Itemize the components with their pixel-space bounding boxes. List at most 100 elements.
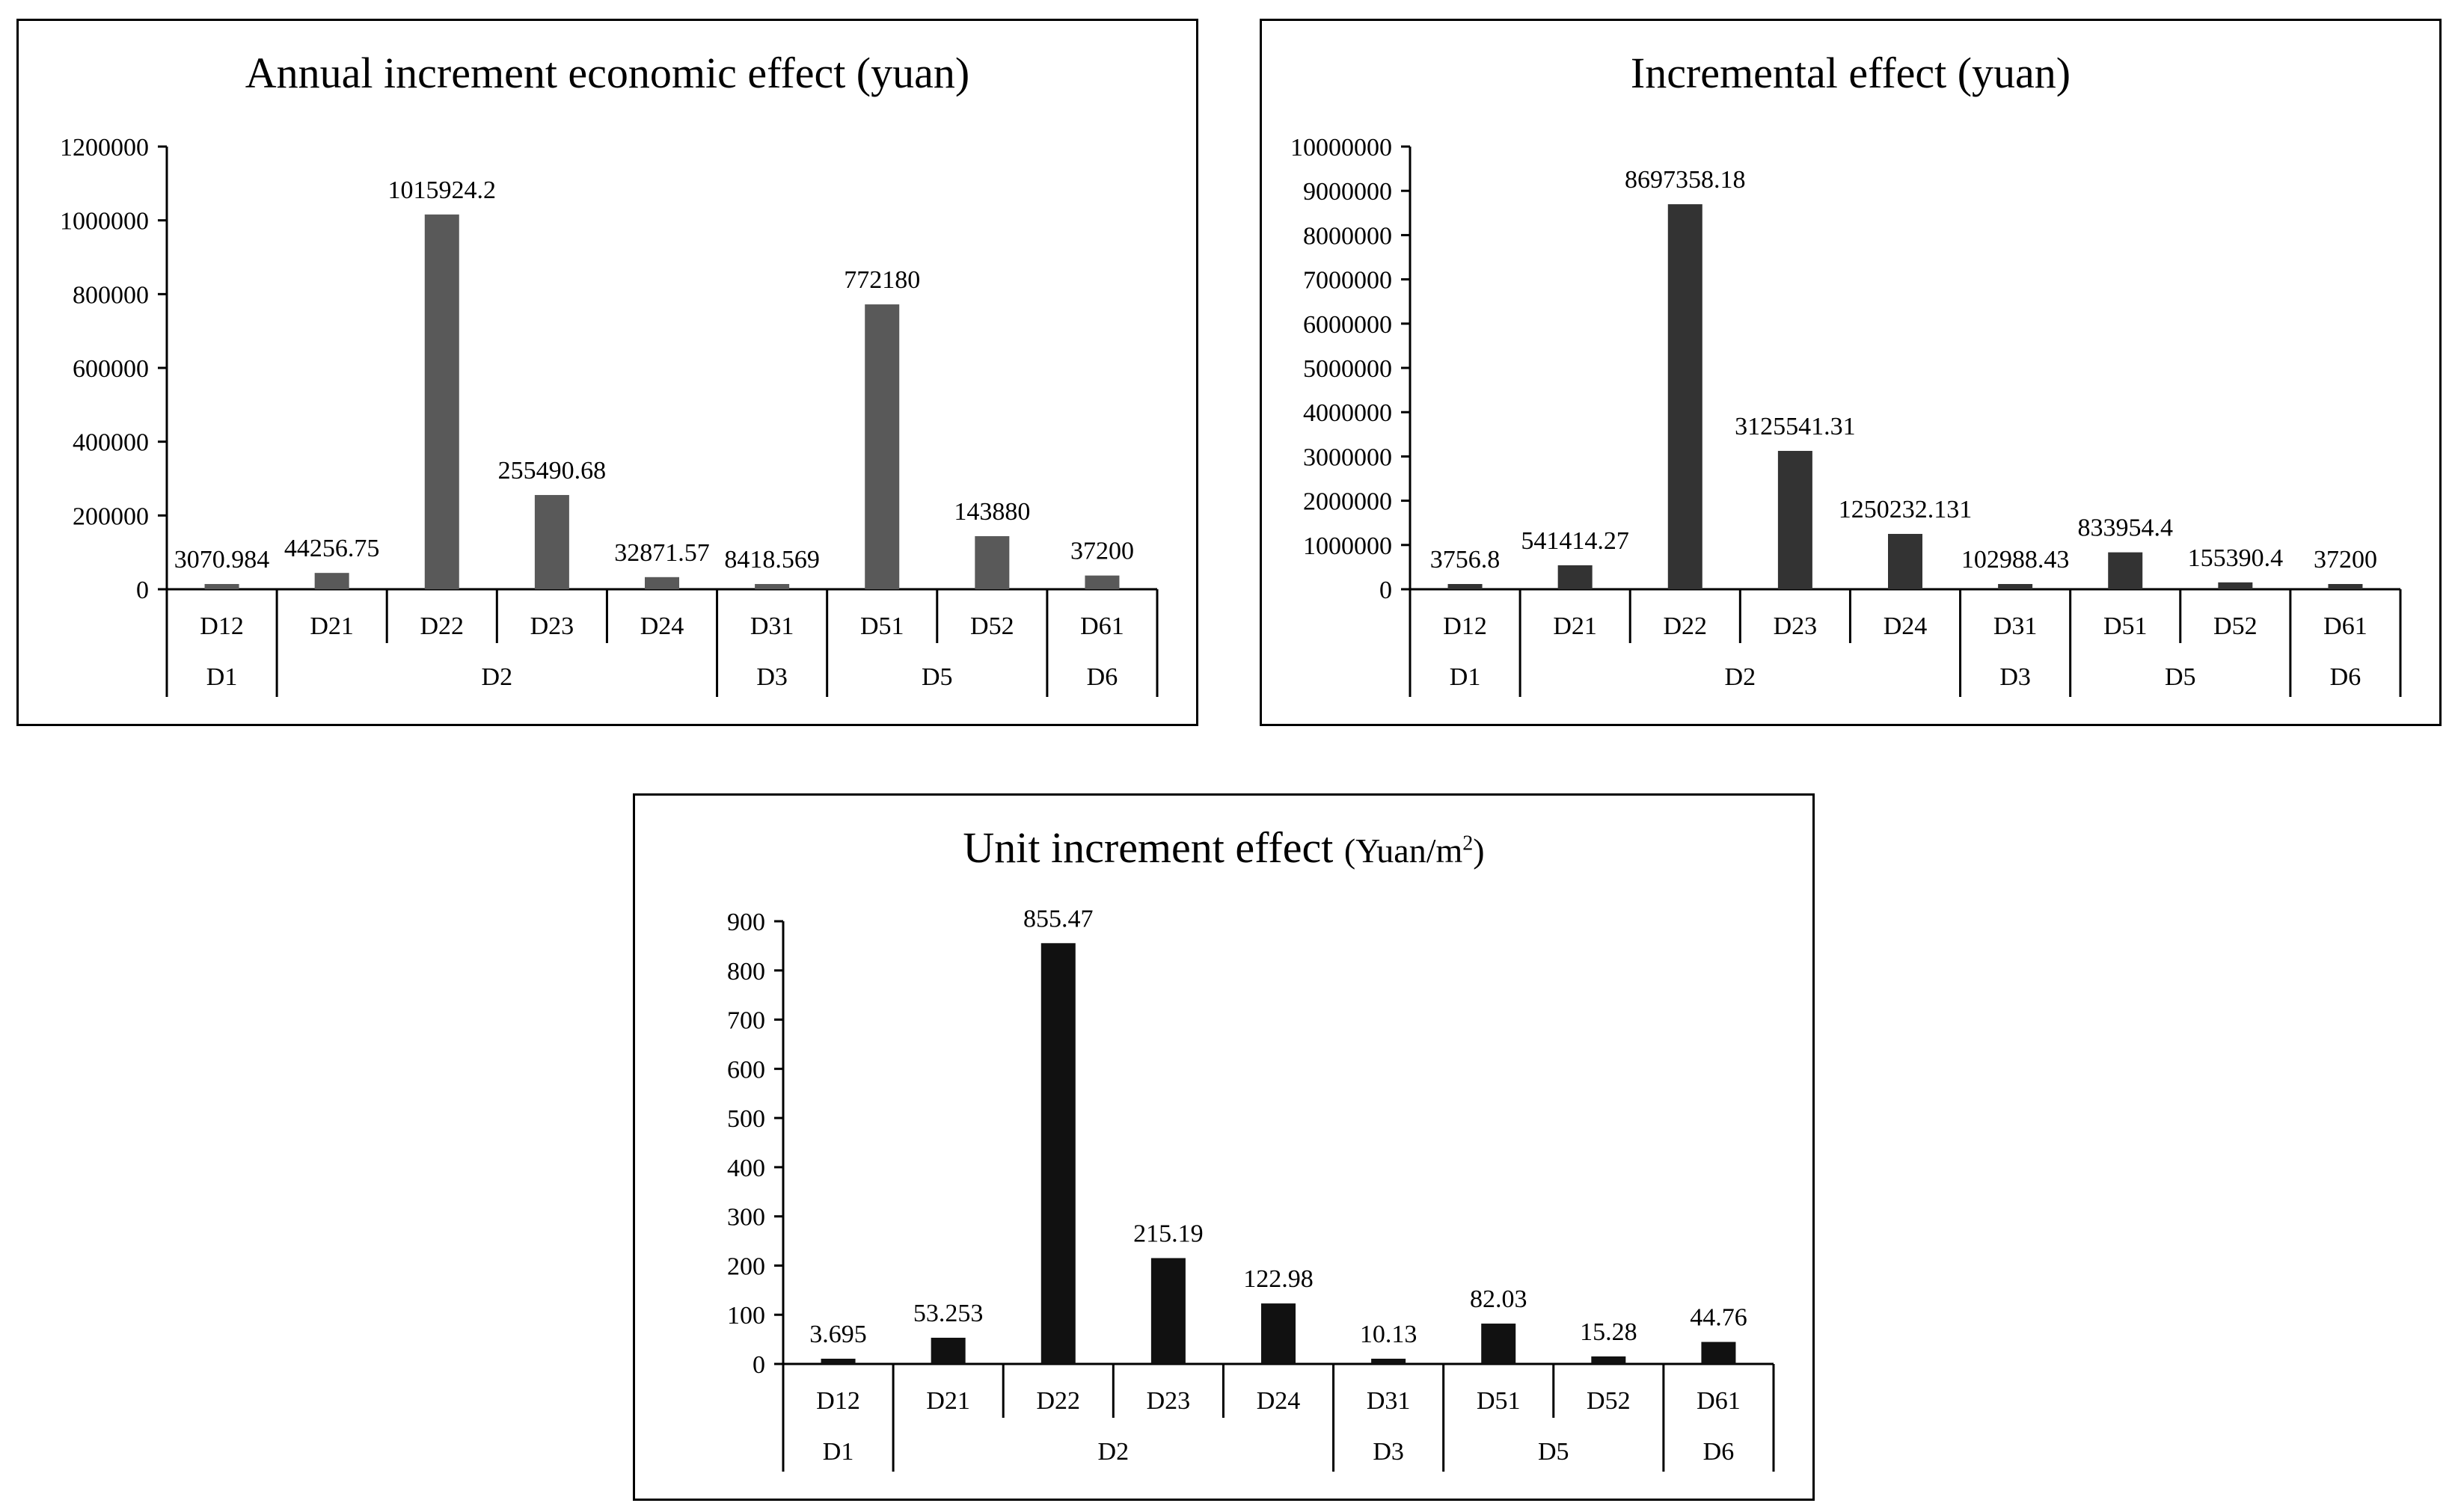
category-label-D12: D12	[200, 612, 244, 640]
y-tick-label: 0	[753, 1351, 765, 1379]
bar-D23	[1150, 1258, 1186, 1364]
y-tick-label: 600000	[73, 355, 149, 383]
chart-panel-annual-increment: Annual increment economic effect (yuan) …	[16, 19, 1198, 726]
chart-svg: 0 1000000 2000000 3000000 4000000 5000000 6000…	[1290, 134, 2402, 697]
category-label-D52: D52	[970, 612, 1014, 640]
y-tick-label: 0	[136, 577, 149, 604]
category-label-D22: D22	[1036, 1387, 1080, 1415]
bar-D22	[424, 214, 459, 589]
bar-D61	[1701, 1342, 1736, 1364]
data-label-D23: 255490.68	[498, 457, 607, 485]
chart-title: Annual increment economic effect (yuan)	[245, 49, 970, 97]
data-label-D51: 772180	[844, 266, 920, 294]
bar-D22	[1667, 204, 1702, 589]
bar-D21	[931, 1337, 966, 1364]
group-label-D3: D3	[1999, 663, 2031, 691]
data-label-D52: 155390.4	[2188, 544, 2284, 572]
chart-title-unit: (Yuan/m2)	[1344, 832, 1485, 870]
category-label-D51: D51	[1477, 1387, 1521, 1415]
category-label-D22: D22	[1663, 612, 1707, 640]
bar-D61	[2328, 584, 2363, 589]
y-tick-label: 0	[1379, 577, 1392, 604]
data-label-D23: 3125541.31	[1735, 413, 1856, 440]
category-label-D61: D61	[1080, 612, 1124, 640]
y-tick-label: 7000000	[1303, 267, 1392, 295]
y-tick-label: 200000	[73, 503, 149, 530]
category-label-D21: D21	[310, 612, 354, 640]
bar-D31	[1998, 584, 2033, 589]
group-label-D6: D6	[2330, 663, 2361, 691]
category-label-D24: D24	[640, 612, 684, 640]
y-tick-label: 400000	[73, 429, 149, 457]
y-tick-label: 1000000	[1303, 532, 1392, 560]
data-label-D51: 82.03	[1470, 1285, 1527, 1313]
data-label-D21: 44256.75	[284, 535, 380, 562]
data-label-D31: 10.13	[1360, 1321, 1417, 1348]
group-label-D1: D1	[823, 1438, 854, 1466]
y-tick-label: 5000000	[1303, 355, 1392, 383]
bar-D52	[2218, 582, 2253, 589]
category-label-D21: D21	[1553, 612, 1597, 640]
bar-D51	[2108, 552, 2143, 589]
data-label-D31: 8418.569	[724, 546, 820, 574]
bar-D22	[1040, 943, 1076, 1364]
bar-D23	[534, 494, 569, 589]
chart-panel-unit-increment: Unit increment effect (Yuan/m2) 0 100 200 3…	[633, 793, 1815, 1501]
data-label-D22: 8697358.18	[1625, 166, 1746, 194]
data-label-D23: 215.19	[1133, 1220, 1204, 1247]
bar-D21	[1557, 565, 1593, 589]
category-label-D31: D31	[750, 612, 794, 640]
y-tick-label: 400	[727, 1155, 765, 1182]
group-label-D5: D5	[1538, 1438, 1569, 1466]
y-tick-label: 500	[727, 1105, 765, 1133]
chart-svg: 0 100 200 300 400 500 600 700 800 900 3.695 D12 53.2…	[727, 905, 1775, 1472]
bar-D21	[314, 573, 349, 589]
data-label-D24: 32871.57	[614, 539, 710, 567]
data-label-D51: 833954.4	[2077, 514, 2173, 542]
y-tick-label: 1000000	[60, 208, 149, 236]
category-label-D22: D22	[420, 612, 464, 640]
category-label-D23: D23	[1774, 612, 1818, 640]
data-label-D24: 1250232.131	[1839, 496, 1973, 523]
data-label-D12: 3756.8	[1430, 546, 1501, 574]
bar-D51	[865, 304, 900, 589]
category-label-D61: D61	[2323, 612, 2367, 640]
category-label-D31: D31	[1367, 1387, 1411, 1415]
data-label-D21: 53.253	[913, 1300, 984, 1327]
bar-D12	[821, 1359, 856, 1364]
data-label-D52: 15.28	[1580, 1318, 1637, 1346]
bar-D31	[755, 584, 790, 589]
group-label-D5: D5	[2165, 663, 2196, 691]
y-tick-label: 6000000	[1303, 311, 1392, 339]
data-label-D22: 1015924.2	[388, 176, 497, 204]
category-label-D51: D51	[2103, 612, 2148, 640]
data-label-D61: 37200	[1070, 538, 1134, 565]
category-label-D31: D31	[1993, 612, 2038, 640]
y-tick-label: 10000000	[1290, 134, 1392, 162]
category-label-D21: D21	[926, 1387, 970, 1415]
chart-title-unit-text: (Yuan/m	[1343, 832, 1463, 870]
y-tick-label: 800	[727, 958, 765, 986]
y-tick-label: 700	[727, 1007, 765, 1035]
data-label-D52: 143880	[954, 498, 1030, 526]
group-label-D6: D6	[1087, 663, 1118, 691]
bar-D31	[1371, 1359, 1406, 1364]
chart-title-main: Unit increment effect	[963, 823, 1344, 872]
y-tick-label: 2000000	[1303, 488, 1392, 516]
data-label-D61: 44.76	[1690, 1304, 1747, 1332]
category-label-D52: D52	[1587, 1387, 1631, 1415]
bar-D12	[204, 584, 239, 589]
data-label-D12: 3.695	[809, 1321, 867, 1348]
y-tick-label: 4000000	[1303, 399, 1392, 427]
data-label-D31: 102988.43	[1961, 546, 2070, 574]
y-tick-label: 3000000	[1303, 443, 1392, 471]
category-label-D23: D23	[1147, 1387, 1191, 1415]
y-tick-label: 8000000	[1303, 222, 1392, 250]
chart-title: Unit increment effect (Yuan/m2)	[635, 823, 1812, 873]
category-label-D51: D51	[860, 612, 904, 640]
y-tick-label: 1200000	[60, 134, 149, 162]
category-label-D61: D61	[1697, 1387, 1741, 1415]
y-tick-label: 9000000	[1303, 178, 1392, 206]
y-tick-label: 900	[727, 909, 765, 936]
group-label-D1: D1	[206, 663, 238, 691]
